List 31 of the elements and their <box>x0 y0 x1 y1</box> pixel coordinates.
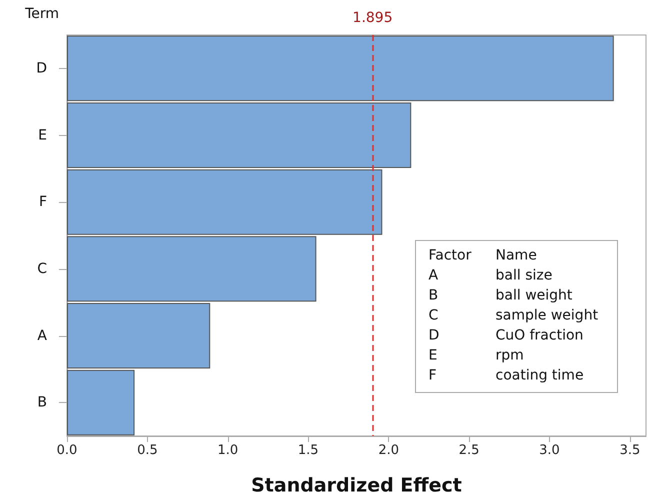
x-tick-label: 2.0 <box>378 443 400 458</box>
annotation: coating time <box>496 368 584 384</box>
y-tick-label: D <box>36 60 47 76</box>
y-tick-label: F <box>38 194 47 210</box>
y-tick-label: B <box>37 394 47 411</box>
y-axis-title: Term <box>24 6 59 22</box>
x-tick-label: 2.5 <box>458 443 480 458</box>
annotation: E <box>428 348 438 364</box>
annotation: ball size <box>496 268 552 284</box>
annotation: ball weight <box>496 288 573 304</box>
x-tick-label: 0.0 <box>56 443 78 458</box>
x-axis-title: Standardized Effect <box>251 474 462 496</box>
annotation: B <box>428 288 438 304</box>
annotation: D <box>428 328 440 344</box>
annotation: F <box>428 368 437 384</box>
y-tick-label: C <box>37 260 48 277</box>
annotation: Factor <box>428 248 472 264</box>
x-tick-label: 3.0 <box>539 443 560 458</box>
x-tick-label: 1.5 <box>298 443 319 458</box>
annotation: CuO fraction <box>496 328 584 344</box>
y-tick-label: E <box>38 127 47 144</box>
ref-line-label: 1.895 <box>352 10 393 26</box>
x-tick-label: 1.0 <box>217 443 238 458</box>
annotation: rpm <box>496 348 524 364</box>
annotation: A <box>428 268 438 284</box>
annotation: Name <box>496 248 537 264</box>
x-tick-label: 3.5 <box>620 443 640 458</box>
y-tick-label: A <box>37 328 48 344</box>
annotation: sample weight <box>496 308 599 324</box>
x-tick-label: 0.5 <box>137 443 158 458</box>
annotation: C <box>428 308 438 324</box>
